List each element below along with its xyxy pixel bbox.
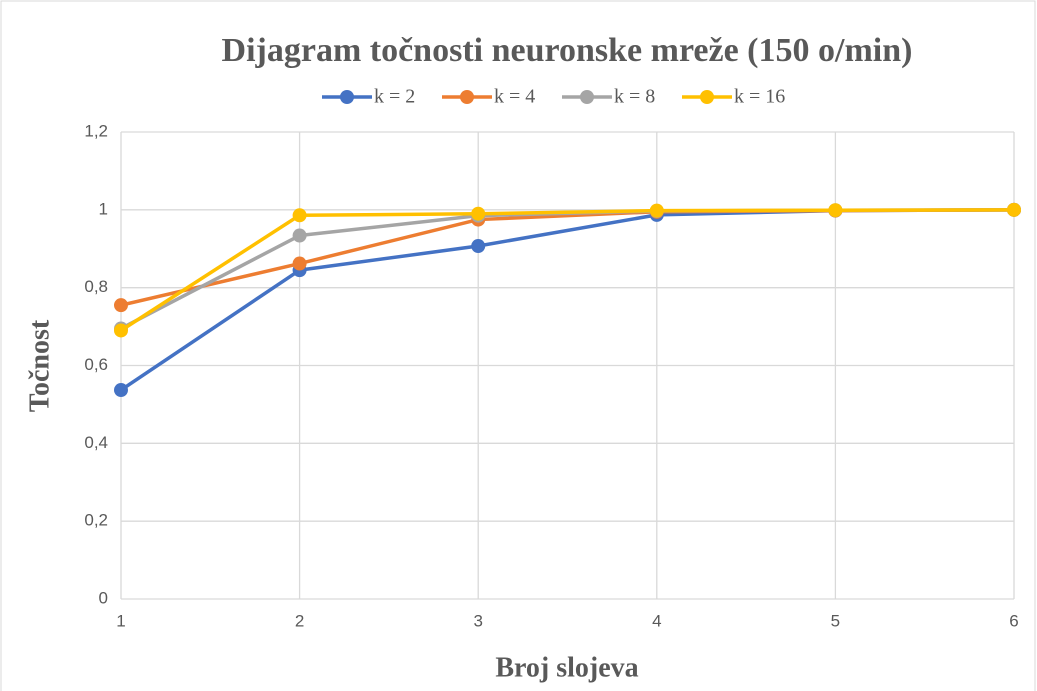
x-axis-title: Broj slojeva bbox=[495, 652, 638, 683]
series-line bbox=[120, 208, 1015, 332]
legend-marker bbox=[460, 90, 474, 104]
y-tick-label: 0,6 bbox=[84, 355, 108, 374]
data-point bbox=[471, 206, 486, 221]
y-tick-label: 0 bbox=[99, 588, 108, 607]
legend-label: k = 16 bbox=[734, 86, 785, 108]
legend-label: k = 2 bbox=[374, 86, 415, 108]
data-point bbox=[114, 323, 128, 338]
y-tick-label: 1,2 bbox=[84, 121, 108, 140]
y-tick-label: 0,8 bbox=[84, 277, 108, 296]
data-point bbox=[114, 383, 128, 398]
data-point bbox=[292, 208, 307, 223]
x-tick-label: 3 bbox=[473, 611, 482, 630]
x-tick-label: 6 bbox=[1009, 611, 1018, 630]
data-point bbox=[114, 298, 128, 313]
legend-marker bbox=[700, 90, 714, 104]
legend-label: k = 8 bbox=[614, 86, 655, 108]
legend-marker bbox=[340, 90, 354, 104]
data-point bbox=[292, 228, 307, 243]
x-tick-label: 5 bbox=[831, 611, 840, 630]
chart-title: Dijagram točnosti neuronske mreže (150 o… bbox=[222, 32, 913, 69]
legend-label: k = 4 bbox=[494, 86, 535, 108]
y-tick-label: 0,4 bbox=[84, 433, 108, 452]
x-tick-label: 4 bbox=[652, 611, 661, 630]
y-tick-label: 0,2 bbox=[84, 511, 108, 530]
data-point bbox=[1007, 202, 1021, 217]
y-axis-title: Točnost bbox=[24, 319, 55, 412]
data-point bbox=[828, 203, 843, 218]
data-point bbox=[649, 203, 664, 218]
x-tick-label: 1 bbox=[116, 611, 125, 630]
data-point bbox=[471, 239, 486, 254]
data-point bbox=[292, 256, 307, 271]
x-tick-label: 2 bbox=[295, 611, 304, 630]
legend-marker bbox=[580, 90, 594, 104]
y-tick-label: 1 bbox=[99, 199, 108, 218]
